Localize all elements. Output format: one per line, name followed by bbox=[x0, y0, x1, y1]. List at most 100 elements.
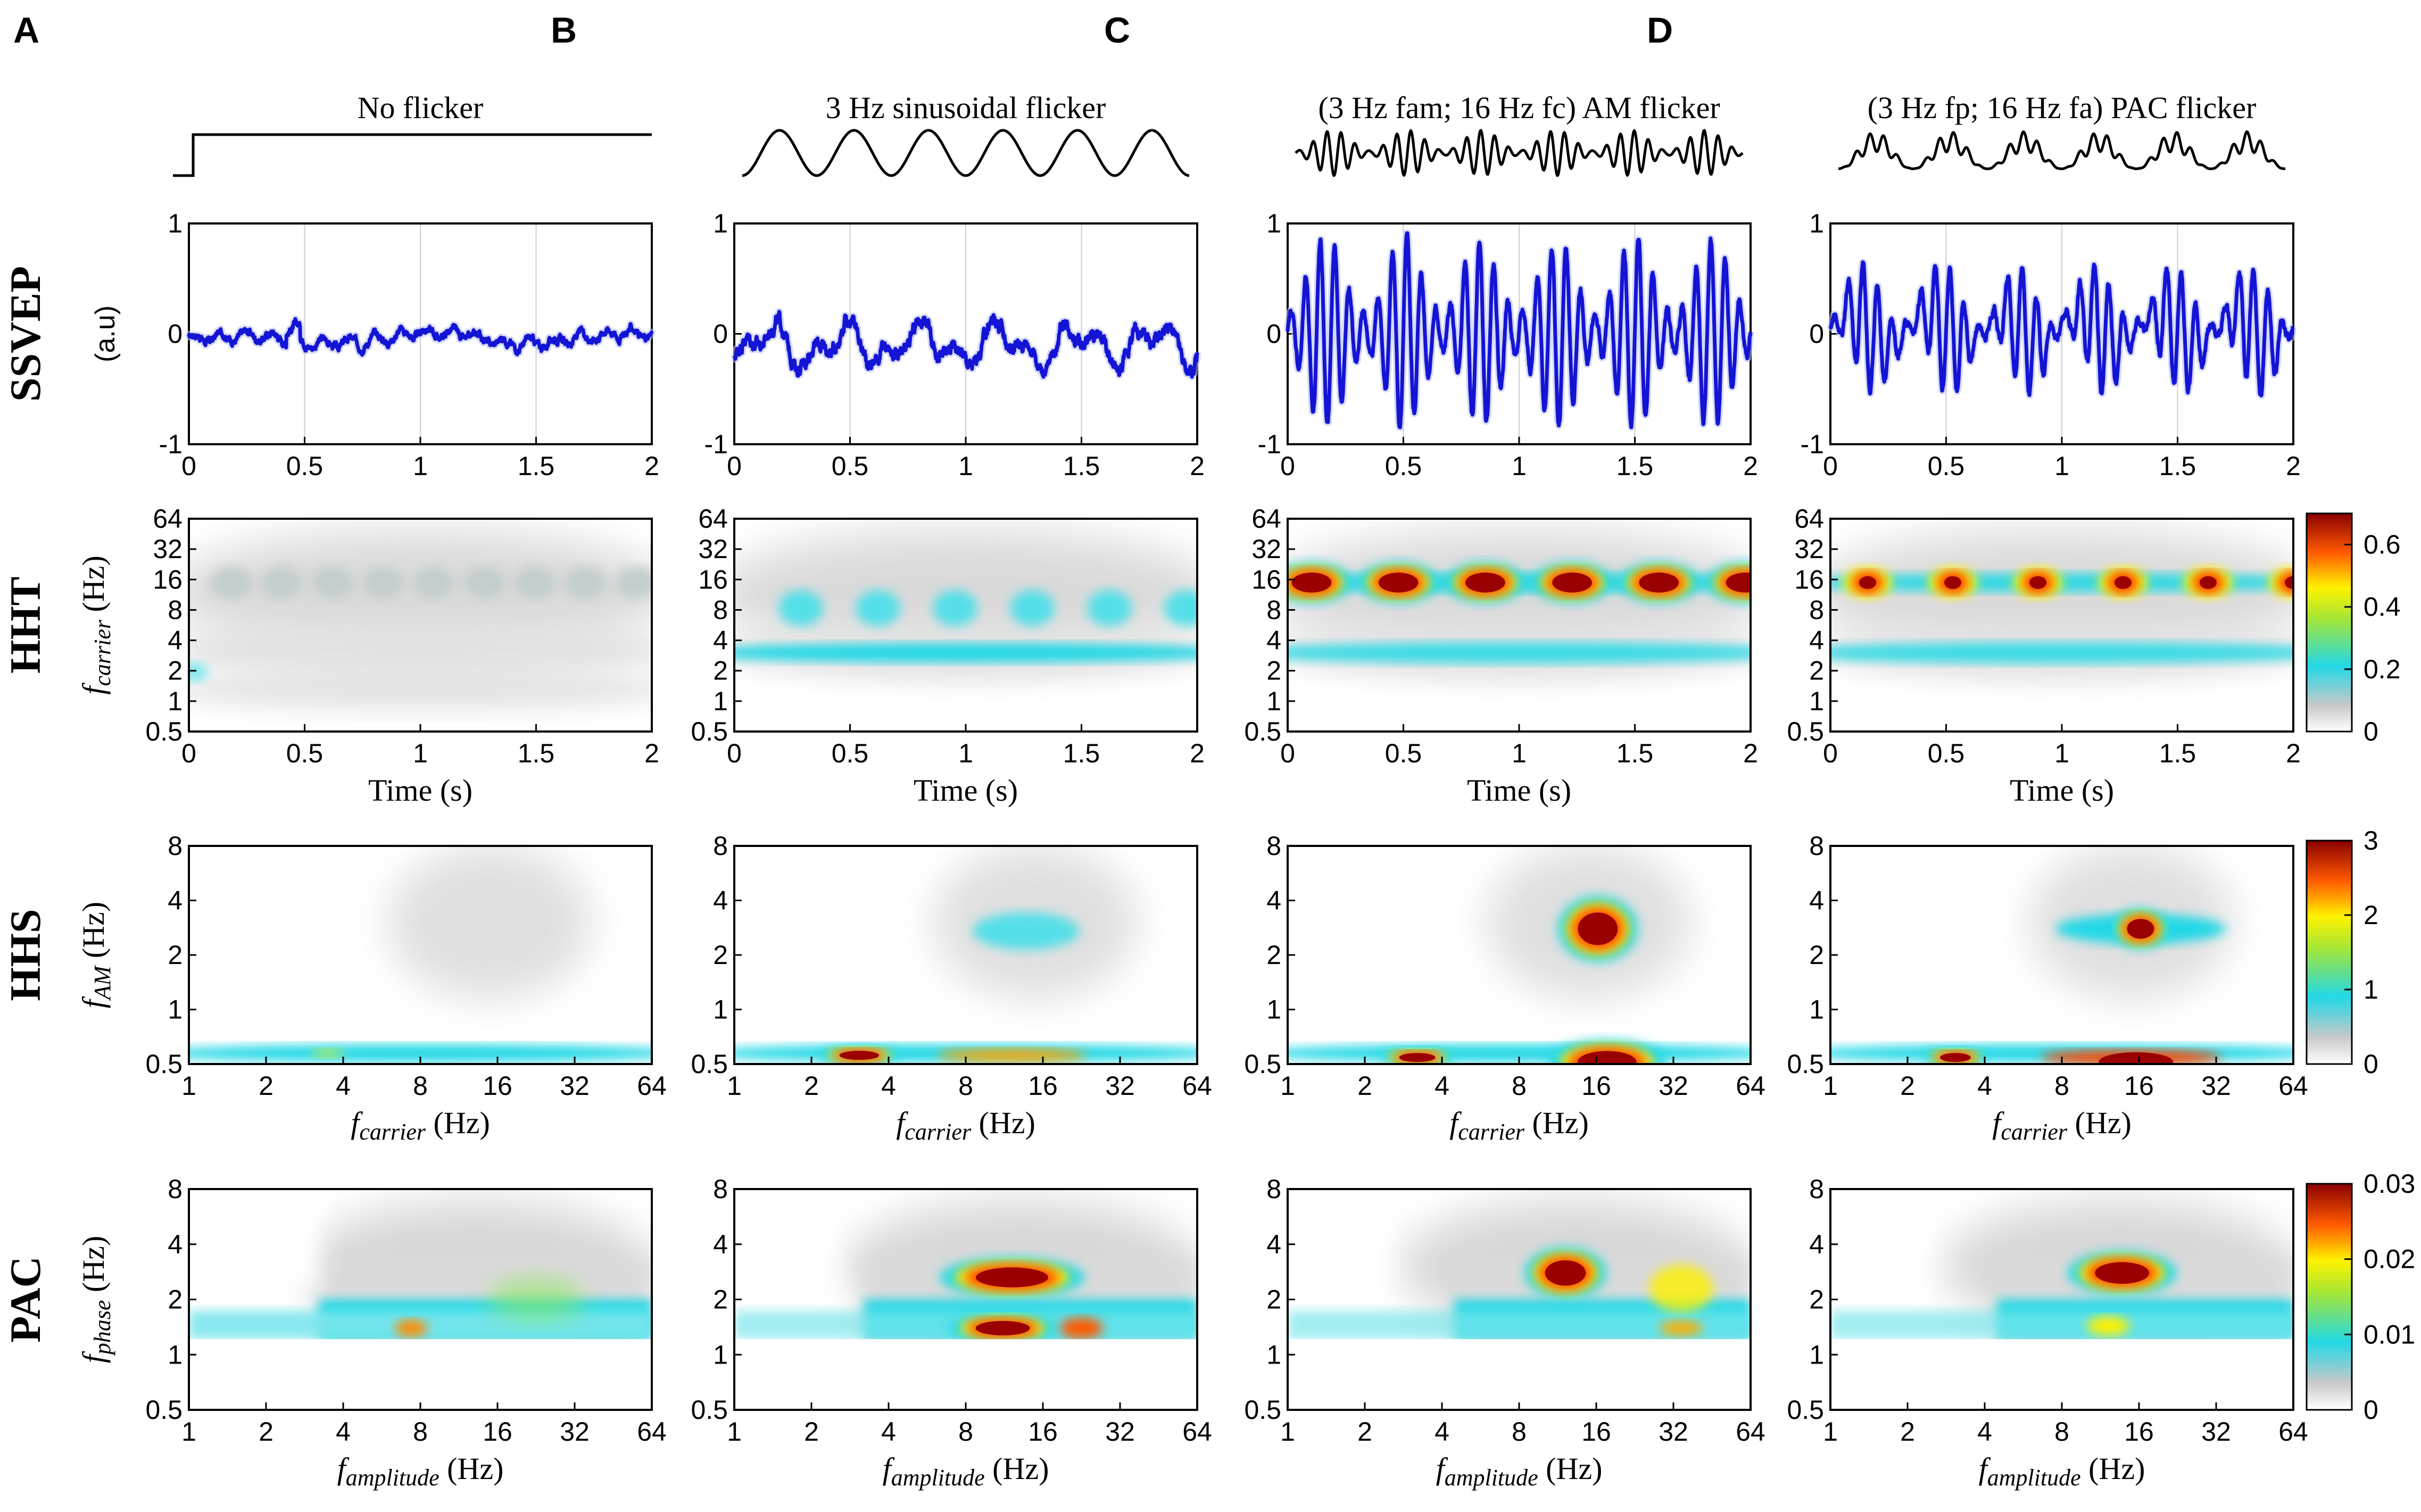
hht-A-ytick-label: 8 bbox=[168, 595, 183, 625]
pac-peak-1.5hz bbox=[975, 1320, 1030, 1336]
hht-C-ytick-label: 2 bbox=[1266, 656, 1281, 686]
hhs-C-ytick-label: 2 bbox=[1266, 940, 1281, 970]
hht-band-3hz bbox=[1830, 642, 2293, 663]
pac-C-ytick-label: 2 bbox=[1266, 1285, 1281, 1315]
ssvep-C-ytick-label: -1 bbox=[1258, 429, 1281, 459]
hht-A-xtick-label: 2 bbox=[644, 738, 659, 768]
ssvep-D-xtick-label: 2 bbox=[2286, 451, 2301, 481]
ssvep-C-xtick-label: 2 bbox=[1743, 451, 1758, 481]
column-title-D: (3 Hz fp; 16 Hz fa) PAC flicker bbox=[1868, 90, 2257, 125]
pac-D-xtick-label: 2 bbox=[1900, 1417, 1915, 1447]
ssvep-B-xtick-label: 2 bbox=[1190, 451, 1205, 481]
hhs-faint-spot bbox=[312, 1049, 344, 1058]
column-title-A: No flicker bbox=[358, 90, 484, 125]
hht-D-xtick-label: 1.5 bbox=[2159, 738, 2196, 768]
pac-B-xtick-label: 8 bbox=[958, 1417, 973, 1447]
pac-cyan-left bbox=[1830, 1310, 2293, 1340]
pac-peak-3hz bbox=[2095, 1262, 2150, 1284]
hhs-B-xtick-label: 2 bbox=[804, 1071, 819, 1101]
pac-B-xtick-label: 64 bbox=[1182, 1417, 1212, 1447]
pac-C-ytick-label: 4 bbox=[1266, 1229, 1281, 1259]
pac-D-xtick-label: 32 bbox=[2201, 1417, 2231, 1447]
pac-C-xtick-label: 2 bbox=[1357, 1417, 1372, 1447]
column-title-C: (3 Hz fam; 16 Hz fc) AM flicker bbox=[1318, 90, 1720, 125]
hht-B-ytick-label: 64 bbox=[698, 504, 728, 534]
hht-D-ytick-label: 0.5 bbox=[1787, 717, 1824, 746]
hhs-B-ytick-label: 8 bbox=[713, 831, 728, 861]
pac-D-xtick-label: 16 bbox=[2124, 1417, 2154, 1447]
ssvep-A-ytick-label: 0 bbox=[168, 319, 183, 349]
pac-A-ytick-label: 1 bbox=[168, 1340, 183, 1369]
pac-peak-3hz bbox=[1545, 1260, 1586, 1286]
hht-cyan-spot bbox=[1164, 590, 1197, 626]
hht-D-ytick-label: 8 bbox=[1809, 595, 1824, 625]
hht-peak-16hz bbox=[1552, 572, 1593, 593]
stimulus-waveform-A bbox=[173, 133, 652, 177]
hhs-C-xtick-label: 64 bbox=[1736, 1071, 1765, 1101]
hht-C-xtick-label: 0 bbox=[1280, 738, 1295, 768]
hht-heatmap-D bbox=[1830, 519, 2293, 732]
hhs-D-xtick-label: 32 bbox=[2201, 1071, 2231, 1101]
pac-heatmap-A bbox=[189, 1189, 652, 1410]
hhs-B-ytick-label: 1 bbox=[713, 995, 728, 1025]
hht-C-ytick-label: 16 bbox=[1251, 564, 1281, 594]
hht-C-ytick-label: 4 bbox=[1266, 626, 1281, 655]
pac-B-xtick-label: 16 bbox=[1028, 1417, 1058, 1447]
pac-C-ytick-label: 8 bbox=[1266, 1174, 1281, 1204]
hht-gray-spot bbox=[261, 567, 303, 599]
hht-B-xtick-label: 1 bbox=[958, 738, 973, 768]
hhs-peak-3hz bbox=[2127, 919, 2154, 939]
hhs-D-xtick-label: 16 bbox=[2124, 1071, 2154, 1101]
ssvep-D-xtick-label: 1.5 bbox=[2159, 451, 2196, 481]
ssvep-B-xtick-label: 0 bbox=[727, 451, 742, 481]
pac-heatmap-C bbox=[1288, 1189, 1751, 1410]
xlabel-carrier-D: fcarrier (Hz) bbox=[1992, 1106, 2132, 1145]
hht-B-ytick-label: 32 bbox=[698, 534, 728, 564]
ssvep-line-C bbox=[1286, 231, 1753, 429]
ssvep-B-ytick-label: 1 bbox=[713, 209, 728, 238]
hht-C-xtick-label: 1 bbox=[1512, 738, 1527, 768]
hhs-colorbar-label: 0 bbox=[2364, 1049, 2378, 1079]
hht-D-ytick-label: 2 bbox=[1809, 656, 1824, 686]
hhs-A-xtick-label: 64 bbox=[637, 1071, 667, 1101]
hht-C-xtick-label: 0.5 bbox=[1385, 738, 1422, 768]
hhs-C-ytick-label: 4 bbox=[1266, 886, 1281, 916]
ssvep-C-xtick-label: 1.5 bbox=[1616, 451, 1654, 481]
hhs-B-xtick-label: 64 bbox=[1182, 1071, 1212, 1101]
panel-letter-A: A bbox=[13, 10, 39, 51]
ssvep-line-B bbox=[732, 310, 1199, 379]
hht-D-ytick-label: 16 bbox=[1794, 564, 1824, 594]
pac-empty-topleft bbox=[734, 1189, 827, 1289]
hht-band-3hz bbox=[1288, 642, 1751, 663]
hht-cyan-spot bbox=[856, 590, 900, 626]
hht-colorbar-label: 0.4 bbox=[2364, 592, 2401, 622]
hht-A-xtick-label: 1 bbox=[413, 738, 428, 768]
hht-peak-16hz bbox=[1291, 572, 1332, 593]
hhs-C-xtick-label: 4 bbox=[1435, 1071, 1449, 1101]
hht-B-ytick-label: 4 bbox=[713, 626, 728, 655]
hhs-D-ytick-label: 1 bbox=[1809, 995, 1824, 1025]
hhs-colorbar-label: 1 bbox=[2364, 975, 2378, 1004]
xlabel-time-D: Time (s) bbox=[2010, 773, 2114, 808]
hht-A-ytick-label: 1 bbox=[168, 686, 183, 716]
hht-A-xtick-label: 1.5 bbox=[518, 738, 555, 768]
hhs-A-xtick-label: 1 bbox=[181, 1071, 196, 1101]
hhs-B-ytick-label: 0.5 bbox=[691, 1049, 728, 1079]
column-title-B: 3 Hz sinusoidal flicker bbox=[826, 90, 1106, 125]
ssvep-C-ytick-label: 0 bbox=[1266, 319, 1281, 349]
hhs-D-xtick-label: 8 bbox=[2054, 1071, 2069, 1101]
hhs-C-xtick-label: 16 bbox=[1581, 1071, 1611, 1101]
pac-empty-region bbox=[734, 1339, 1197, 1410]
pac-D-xtick-label: 1 bbox=[1823, 1417, 1838, 1447]
pac-C-xtick-label: 64 bbox=[1736, 1417, 1765, 1447]
xlabel-carrier-C: fcarrier (Hz) bbox=[1449, 1106, 1589, 1145]
hhs-gray-cloud bbox=[388, 846, 592, 999]
hhs-colorbar bbox=[2306, 840, 2353, 1065]
pac-yellow-patch bbox=[1649, 1264, 1713, 1312]
pac-D-ytick-label: 0.5 bbox=[1787, 1395, 1824, 1425]
hhs-B-ytick-label: 4 bbox=[713, 886, 728, 916]
pac-B-xtick-label: 4 bbox=[881, 1417, 896, 1447]
hht-band-3hz bbox=[734, 643, 1197, 662]
pac-D-ytick-label: 2 bbox=[1809, 1285, 1824, 1315]
hht-B-xtick-label: 0 bbox=[727, 738, 742, 768]
